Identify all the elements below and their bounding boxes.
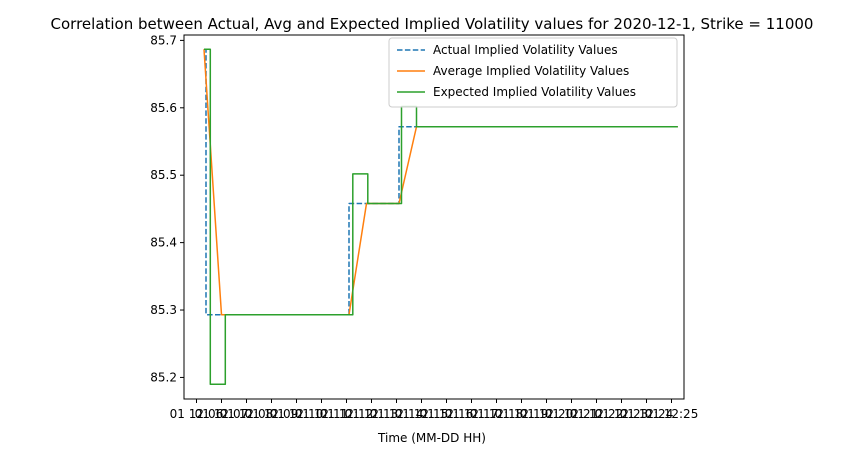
chart-title: Correlation between Actual, Avg and Expe… (51, 15, 814, 33)
x-tick-label: 01 12:07 (195, 407, 249, 421)
y-tick-label: 85.2 (150, 370, 177, 384)
x-tick-label: 01 12:19 (495, 407, 549, 421)
series-line-1 (204, 48, 678, 316)
x-tick-label: 01 12:25 (645, 407, 699, 421)
y-tick-label: 85.7 (150, 33, 177, 47)
y-tick-label: 85.3 (150, 303, 177, 317)
legend-box (388, 37, 678, 108)
x-tick-label: 01 12:06 (170, 407, 224, 421)
x-tick-label: 01 12:23 (595, 407, 649, 421)
x-tick-label: 01 12:20 (520, 407, 574, 421)
y-tick-label: 85.5 (150, 168, 177, 182)
x-tick-label: 01 12:08 (220, 407, 274, 421)
y-tick-label: 85.4 (150, 236, 177, 250)
plot-frame (183, 34, 685, 400)
x-tick-label: 01 12:15 (395, 407, 449, 421)
legend: Actual Implied Volatility Values Average … (388, 37, 678, 108)
x-tick-label: 01 12:12 (320, 407, 374, 421)
legend-label: Average Implied Volatility Values (433, 64, 629, 78)
x-tick-label: 01 12:17 (445, 407, 499, 421)
x-tick-label: 01 12:24 (620, 407, 674, 421)
x-tick-label: 01 12:14 (370, 407, 424, 421)
x-tick-label: 01 12:10 (270, 407, 324, 421)
x-tick-label: 01 12:09 (245, 407, 299, 421)
legend-label: Expected Implied Volatility Values (433, 85, 636, 99)
x-tick-label: 01 12:21 (545, 407, 599, 421)
x-tick-label: 01 12:18 (470, 407, 524, 421)
x-tick-label: 01 12:16 (420, 407, 474, 421)
x-axis-label: Time (MM-DD HH) (377, 431, 486, 445)
y-axis: 85.2 85.3 85.4 85.5 85.6 85.7 (150, 33, 184, 384)
y-tick-label: 85.6 (150, 101, 177, 115)
x-tick-label: 01 12:11 (295, 407, 349, 421)
x-tick-label: 01 12:22 (570, 407, 624, 421)
x-tick-label: 01 12:13 (345, 407, 399, 421)
legend-label: Actual Implied Volatility Values (433, 43, 618, 57)
